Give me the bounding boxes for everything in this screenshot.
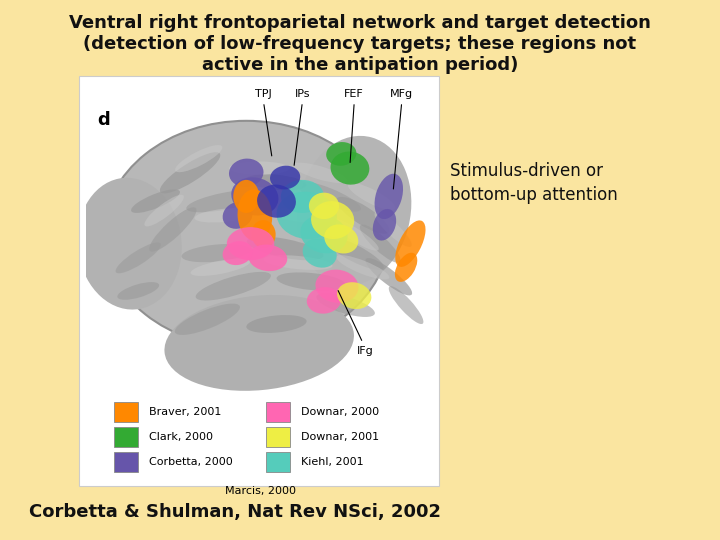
Ellipse shape bbox=[330, 152, 369, 185]
Text: Kiehl, 2001: Kiehl, 2001 bbox=[301, 457, 364, 467]
Text: Stimulus-driven or
bottom-up attention: Stimulus-driven or bottom-up attention bbox=[450, 162, 618, 204]
Text: Corbetta, 2000: Corbetta, 2000 bbox=[148, 457, 233, 467]
Ellipse shape bbox=[222, 241, 253, 265]
Ellipse shape bbox=[348, 183, 395, 210]
FancyBboxPatch shape bbox=[190, 481, 215, 501]
Ellipse shape bbox=[297, 136, 411, 285]
Ellipse shape bbox=[196, 272, 271, 300]
Ellipse shape bbox=[145, 195, 184, 226]
Ellipse shape bbox=[229, 159, 264, 187]
Ellipse shape bbox=[175, 145, 222, 172]
Ellipse shape bbox=[270, 166, 300, 190]
Ellipse shape bbox=[307, 287, 341, 314]
Text: MFg: MFg bbox=[390, 89, 413, 99]
Ellipse shape bbox=[281, 180, 324, 213]
Ellipse shape bbox=[104, 121, 389, 348]
Ellipse shape bbox=[194, 208, 255, 222]
Text: IFg: IFg bbox=[357, 346, 374, 356]
Text: Ventral right frontoparietal network and target detection
(detection of low-freq: Ventral right frontoparietal network and… bbox=[69, 14, 651, 75]
Ellipse shape bbox=[324, 225, 359, 253]
Text: TPJ: TPJ bbox=[255, 89, 272, 99]
Ellipse shape bbox=[257, 185, 296, 218]
Ellipse shape bbox=[246, 315, 307, 333]
Ellipse shape bbox=[296, 181, 361, 212]
Ellipse shape bbox=[276, 272, 346, 291]
Ellipse shape bbox=[330, 218, 379, 251]
Ellipse shape bbox=[251, 220, 276, 248]
Ellipse shape bbox=[233, 180, 259, 213]
Ellipse shape bbox=[191, 259, 250, 276]
Ellipse shape bbox=[360, 225, 400, 263]
Text: Downar, 2000: Downar, 2000 bbox=[301, 407, 379, 417]
Ellipse shape bbox=[311, 201, 354, 239]
Text: Clark, 2000: Clark, 2000 bbox=[148, 432, 212, 442]
Ellipse shape bbox=[325, 237, 384, 270]
Ellipse shape bbox=[222, 202, 253, 229]
Text: Corbetta & Shulman, Nat Rev NSci, 2002: Corbetta & Shulman, Nat Rev NSci, 2002 bbox=[29, 503, 441, 521]
Ellipse shape bbox=[316, 293, 375, 317]
FancyBboxPatch shape bbox=[266, 452, 290, 472]
Ellipse shape bbox=[181, 244, 251, 262]
Ellipse shape bbox=[264, 255, 333, 270]
Text: d: d bbox=[96, 111, 109, 130]
Ellipse shape bbox=[336, 255, 390, 280]
Ellipse shape bbox=[337, 282, 372, 309]
Ellipse shape bbox=[78, 178, 181, 309]
Ellipse shape bbox=[276, 192, 337, 239]
Ellipse shape bbox=[246, 174, 307, 190]
Ellipse shape bbox=[336, 197, 390, 234]
Ellipse shape bbox=[389, 286, 423, 324]
Ellipse shape bbox=[186, 190, 263, 212]
Text: IPs: IPs bbox=[294, 89, 310, 99]
Ellipse shape bbox=[315, 269, 359, 303]
Ellipse shape bbox=[164, 295, 354, 391]
FancyBboxPatch shape bbox=[266, 402, 290, 422]
Ellipse shape bbox=[395, 220, 426, 267]
Text: Downar, 2001: Downar, 2001 bbox=[301, 432, 379, 442]
Ellipse shape bbox=[149, 207, 197, 252]
Ellipse shape bbox=[366, 258, 412, 295]
Ellipse shape bbox=[395, 253, 418, 282]
Ellipse shape bbox=[238, 190, 272, 241]
Ellipse shape bbox=[309, 193, 339, 219]
Ellipse shape bbox=[229, 161, 289, 175]
FancyBboxPatch shape bbox=[114, 452, 138, 472]
Text: FEF: FEF bbox=[344, 89, 364, 99]
Ellipse shape bbox=[268, 208, 337, 222]
Ellipse shape bbox=[115, 242, 161, 273]
FancyBboxPatch shape bbox=[114, 402, 138, 422]
Ellipse shape bbox=[247, 237, 323, 260]
Ellipse shape bbox=[160, 152, 220, 193]
Ellipse shape bbox=[300, 215, 348, 253]
Ellipse shape bbox=[227, 227, 274, 260]
Ellipse shape bbox=[292, 163, 347, 183]
Ellipse shape bbox=[374, 212, 412, 247]
Ellipse shape bbox=[373, 209, 396, 241]
FancyBboxPatch shape bbox=[79, 76, 439, 486]
Ellipse shape bbox=[117, 282, 159, 300]
Text: Marcis, 2000: Marcis, 2000 bbox=[225, 485, 296, 496]
FancyBboxPatch shape bbox=[266, 427, 290, 447]
Text: Braver, 2001: Braver, 2001 bbox=[148, 407, 221, 417]
FancyBboxPatch shape bbox=[114, 427, 138, 447]
Ellipse shape bbox=[374, 174, 403, 219]
Ellipse shape bbox=[326, 142, 356, 166]
Ellipse shape bbox=[248, 245, 287, 271]
Ellipse shape bbox=[131, 190, 180, 213]
Ellipse shape bbox=[175, 303, 240, 335]
Ellipse shape bbox=[231, 177, 279, 215]
Ellipse shape bbox=[302, 239, 337, 268]
